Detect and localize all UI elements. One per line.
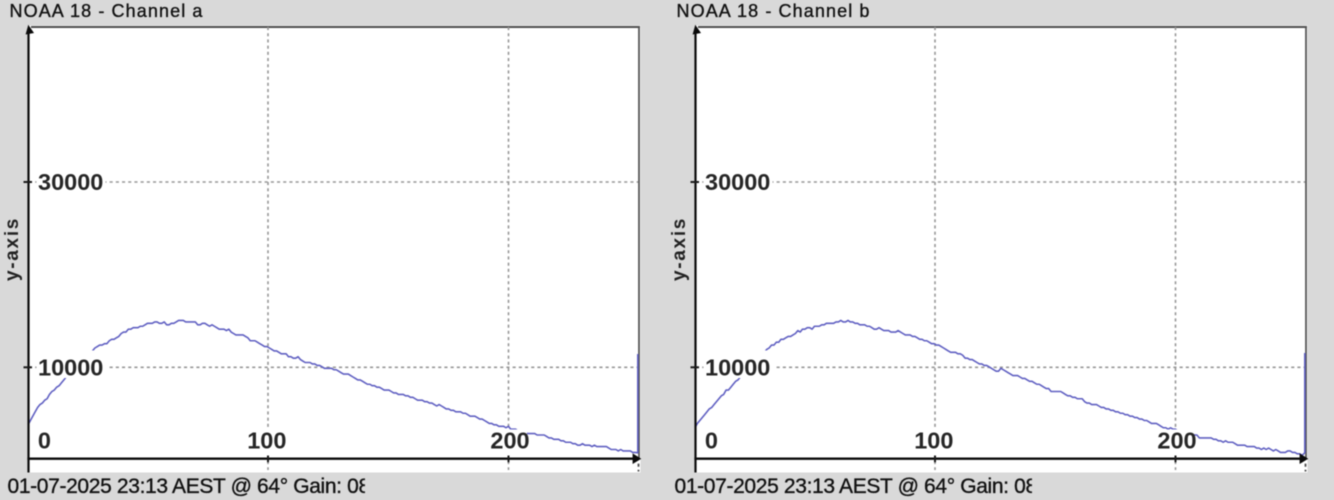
svg-text:200: 200 <box>490 428 529 454</box>
svg-text:100: 100 <box>914 428 953 454</box>
svg-text:30000: 30000 <box>38 169 103 195</box>
svg-text:200: 200 <box>1157 428 1196 454</box>
svg-text:100: 100 <box>247 428 286 454</box>
svg-text:01-07-2025 23:13 AEST @ 64° Ga: 01-07-2025 23:13 AEST @ 64° Gain: 08 <box>8 475 370 498</box>
svg-text:10000: 10000 <box>705 355 770 381</box>
svg-text:30000: 30000 <box>705 169 770 195</box>
svg-text:0: 0 <box>38 428 51 454</box>
svg-text:NOAA 18 - Channel b: NOAA 18 - Channel b <box>677 1 871 21</box>
svg-text:0: 0 <box>705 428 718 454</box>
svg-text:y-axis: y-axis <box>2 217 23 281</box>
svg-text:10000: 10000 <box>38 355 103 381</box>
svg-text:NOAA 18 - Channel a: NOAA 18 - Channel a <box>10 1 204 21</box>
svg-text:01-07-2025 23:13 AEST @ 64° Ga: 01-07-2025 23:13 AEST @ 64° Gain: 08 <box>675 475 1037 498</box>
svg-text:y-axis: y-axis <box>669 217 690 281</box>
